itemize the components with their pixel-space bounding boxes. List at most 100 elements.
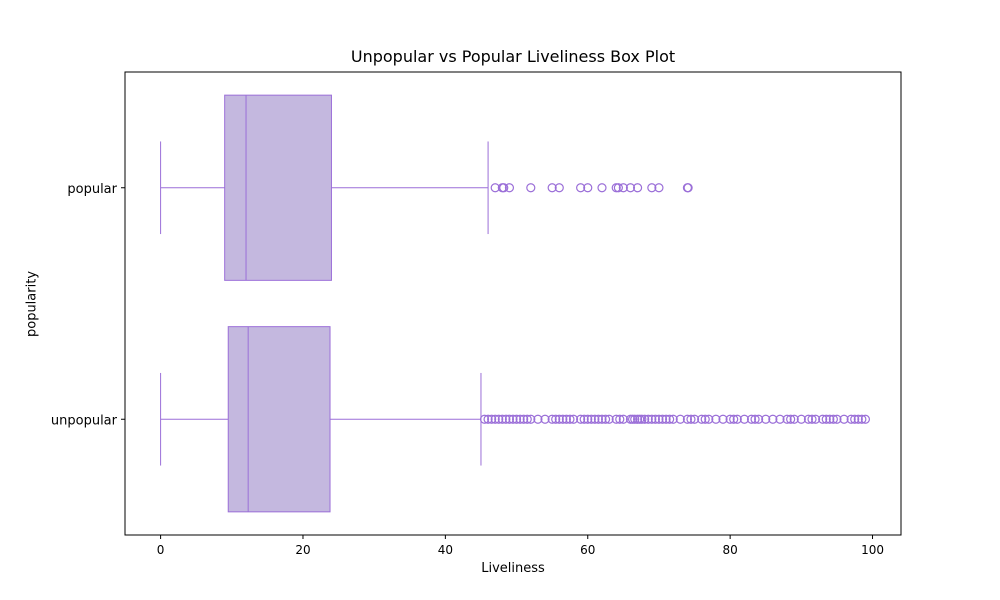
- outlier-point-popular: [554, 183, 564, 193]
- outlier-point-unpopular: [611, 414, 621, 424]
- outlier-point-unpopular: [479, 414, 490, 424]
- outlier-point-unpopular: [647, 414, 657, 424]
- outlier-point-unpopular: [650, 414, 660, 424]
- outlier-point-unpopular: [551, 414, 561, 424]
- outlier-point-unpopular: [497, 414, 507, 424]
- outlier-point-popular: [583, 183, 593, 193]
- outlier-point-unpopular: [711, 414, 721, 424]
- x-axis-label: Liveliness: [481, 561, 545, 576]
- outlier-point-unpopular: [839, 414, 849, 424]
- outlier-point-unpopular: [665, 414, 675, 424]
- outlier-point-popular: [647, 183, 657, 193]
- outlier-point-unpopular: [586, 414, 596, 424]
- outlier-point-unpopular: [657, 414, 668, 424]
- x-tick-label: 0: [157, 543, 165, 557]
- outlier-point-unpopular: [654, 414, 664, 424]
- x-tick-label: 20: [295, 543, 310, 557]
- outlier-point-unpopular: [789, 414, 799, 424]
- outlier-point-unpopular: [508, 414, 518, 424]
- outlier-point-unpopular: [853, 414, 863, 424]
- outlier-point-unpopular: [583, 414, 593, 424]
- outlier-point-unpopular: [597, 414, 607, 424]
- outlier-point-unpopular: [483, 414, 493, 424]
- outlier-point-unpopular: [689, 414, 700, 424]
- outlier-point-unpopular: [750, 414, 760, 424]
- outlier-point-popular: [499, 183, 509, 193]
- outlier-point-unpopular: [558, 414, 568, 424]
- outlier-point-unpopular: [746, 414, 757, 424]
- outlier-point-unpopular: [807, 414, 817, 424]
- outlier-point-popular: [504, 183, 515, 193]
- outlier-point-unpopular: [732, 414, 742, 424]
- outlier-point-unpopular: [554, 414, 564, 424]
- outlier-point-unpopular: [846, 414, 856, 424]
- outlier-point-unpopular: [504, 414, 515, 424]
- chart-title: Unpopular vs Popular Liveliness Box Plot: [350, 47, 676, 66]
- outlier-point-unpopular: [682, 414, 693, 424]
- outlier-point-unpopular: [494, 414, 504, 424]
- outlier-point-unpopular: [825, 414, 835, 424]
- outlier-point-unpopular: [700, 414, 710, 424]
- outlier-point-unpopular: [604, 414, 614, 424]
- outlier-point-unpopular: [511, 414, 522, 424]
- outlier-point-unpopular: [675, 414, 685, 424]
- outlier-point-unpopular: [637, 414, 647, 424]
- outlier-point-unpopular: [775, 414, 785, 424]
- outlier-point-unpopular: [590, 414, 600, 424]
- outlier-point-popular: [597, 183, 607, 193]
- outlier-point-popular: [625, 183, 636, 193]
- box-popular: [224, 94, 332, 281]
- outlier-point-unpopular: [754, 414, 764, 424]
- outlier-point-unpopular: [565, 414, 575, 424]
- outlier-point-unpopular: [526, 414, 536, 424]
- outlier-point-unpopular: [729, 414, 739, 424]
- outlier-point-popular: [526, 183, 536, 193]
- outlier-point-unpopular: [487, 414, 497, 424]
- y-tick-label: unpopular: [51, 413, 118, 428]
- outlier-point-popular: [632, 183, 643, 193]
- outlier-point-popular: [613, 183, 623, 193]
- outlier-point-unpopular: [739, 414, 749, 424]
- outlier-point-unpopular: [860, 414, 871, 424]
- outlier-point-popular: [547, 183, 557, 193]
- outlier-point-unpopular: [704, 414, 714, 424]
- outlier-point-unpopular: [547, 414, 557, 424]
- outlier-point-unpopular: [515, 414, 525, 424]
- x-tick-label: 60: [580, 543, 595, 557]
- outlier-point-unpopular: [782, 414, 792, 424]
- outlier-point-unpopular: [630, 414, 640, 424]
- outlier-point-unpopular: [697, 414, 707, 424]
- outlier-point-unpopular: [718, 414, 728, 424]
- outlier-point-unpopular: [540, 414, 550, 424]
- outlier-point-unpopular: [568, 414, 579, 424]
- outlier-point-unpopular: [803, 414, 814, 424]
- outlier-point-unpopular: [796, 414, 806, 424]
- outlier-point-unpopular: [661, 414, 671, 424]
- outlier-point-unpopular: [561, 414, 571, 424]
- outlier-point-unpopular: [643, 414, 653, 424]
- outlier-point-unpopular: [832, 414, 842, 424]
- outlier-point-unpopular: [501, 414, 511, 424]
- outlier-point-unpopular: [818, 414, 828, 424]
- outlier-point-unpopular: [857, 414, 867, 424]
- x-tick-label: 40: [438, 543, 453, 557]
- outlier-point-unpopular: [761, 414, 771, 424]
- plot-area-frame: [124, 71, 902, 536]
- outlier-point-unpopular: [850, 414, 860, 424]
- outlier-point-unpopular: [490, 414, 500, 424]
- outlier-point-unpopular: [593, 414, 604, 424]
- outlier-point-unpopular: [519, 414, 529, 424]
- outlier-point-unpopular: [579, 414, 589, 424]
- outlier-point-unpopular: [810, 414, 821, 424]
- outlier-point-unpopular: [725, 414, 735, 424]
- outlier-point-unpopular: [640, 414, 650, 424]
- outlier-point-popular: [576, 183, 586, 193]
- outlier-point-unpopular: [786, 414, 796, 424]
- outlier-point-unpopular: [828, 414, 838, 424]
- outlier-point-unpopular: [618, 414, 628, 424]
- outlier-point-unpopular: [522, 414, 532, 424]
- outlier-point-unpopular: [768, 414, 778, 424]
- outlier-point-popular: [654, 183, 664, 193]
- x-tick-label: 100: [861, 543, 884, 557]
